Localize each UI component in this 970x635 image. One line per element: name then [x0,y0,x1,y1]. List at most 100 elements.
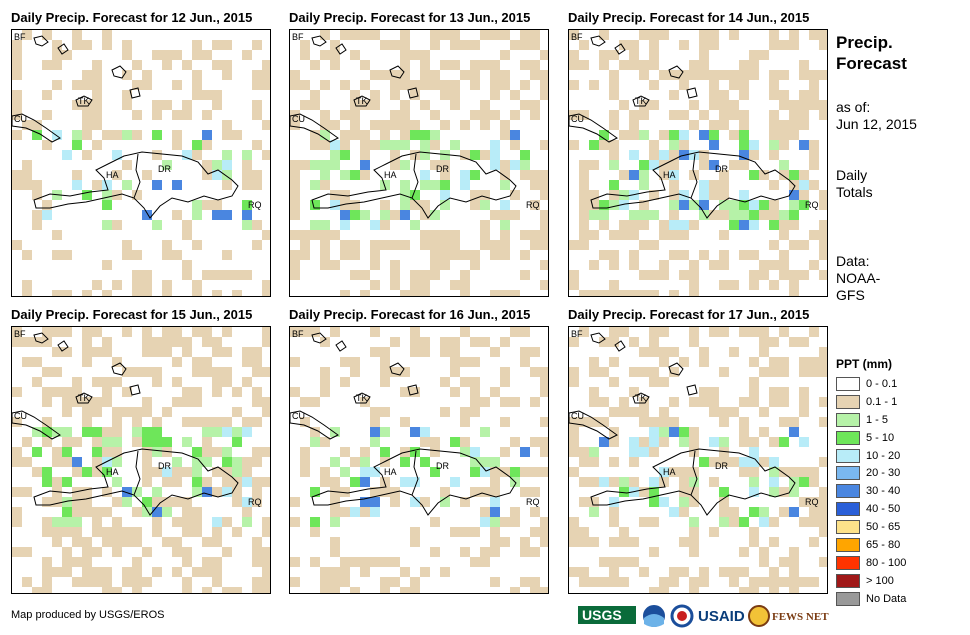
precip-cell [370,220,380,230]
precip-cell [172,357,182,367]
precip-cell [579,200,589,210]
precip-cell [679,250,689,260]
precip-cell [679,467,689,477]
precip-cell [769,40,779,50]
precip-cell [769,210,779,220]
precip-cell [290,80,300,90]
precip-cell [759,347,769,357]
precip-cell [360,100,370,110]
precip-cell [172,80,182,90]
precip-cell [102,567,112,577]
precip-cell [779,90,789,100]
precip-cell [192,397,202,407]
precip-cell [182,347,192,357]
precip-cell [262,120,270,130]
precip-cell [192,90,202,100]
precip-cell [112,417,122,427]
island-outline [311,35,327,47]
precip-cell [242,477,252,487]
legend-item: 20 - 30 [836,466,900,482]
precip-cell [310,140,320,150]
precip-cell [182,337,192,347]
precip-cell [819,367,827,377]
precip-cell [202,160,212,170]
place-label-dr: DR [715,461,728,471]
precip-cell [490,140,500,150]
noaa-logo [641,603,667,629]
place-label-bf: BF [14,329,26,339]
precip-cell [639,397,649,407]
precip-cell [629,337,639,347]
precip-cell [729,517,739,527]
precip-cell [192,210,202,220]
precip-cell [599,250,609,260]
precip-cell [430,230,440,240]
precip-cell [540,180,548,190]
precip-cell [380,367,390,377]
precip-cell [152,447,162,457]
precip-cell [490,250,500,260]
precip-cell [430,70,440,80]
precip-cell [22,180,32,190]
precip-cell [490,30,500,40]
precip-cell [350,110,360,120]
precip-cell [370,497,380,507]
precip-cell [42,577,52,587]
precip-cell [172,517,182,527]
country-border [411,153,419,199]
island-outline [668,65,684,79]
precip-cell [390,110,400,120]
precip-cell [530,40,540,50]
precip-cell [262,367,270,377]
precip-cell [202,200,212,210]
precip-cell [789,507,799,517]
precip-cell [739,210,749,220]
precip-cell [92,467,102,477]
precip-cell [679,437,689,447]
precip-cell [629,447,639,457]
precip-cell [12,60,22,70]
precip-cell [262,290,270,296]
precip-cell [182,60,192,70]
precip-cell [92,80,102,90]
place-label-rq: RQ [526,200,540,210]
precip-cell [82,337,92,347]
precip-cell [739,250,749,260]
precip-cell [300,230,310,240]
legend-title: PPT (mm) [836,357,893,371]
cuba-outline [569,113,618,143]
legend-label: 10 - 20 [866,449,901,462]
precip-cell [242,497,252,507]
precip-cell [809,327,819,337]
precip-cell [122,40,132,50]
precip-cell [749,250,759,260]
precip-cell [252,577,262,587]
precip-cell [62,547,72,557]
precip-cell [719,90,729,100]
precip-cell [212,487,222,497]
legend-swatch [836,591,860,606]
place-label-cu: CU [292,114,305,124]
precip-cell [679,230,689,240]
island-outline [33,332,49,344]
legend-label: 50 - 65 [866,521,901,534]
precip-cell [719,507,729,517]
precip-cell [340,577,350,587]
precip-cell [629,120,639,130]
precip-cell [500,170,510,180]
precip-cell [540,260,548,270]
precip-cell [132,527,142,537]
precip-cell [12,170,22,180]
precip-cell [739,327,749,337]
precip-cell [232,130,242,140]
precip-cell [202,140,212,150]
precip-cell [262,60,270,70]
precip-cell [390,557,400,567]
precip-cell [609,557,619,567]
precip-cell [500,210,510,220]
precip-cell [649,100,659,110]
precip-cell [490,80,500,90]
precip-cell [689,577,699,587]
precip-cell [290,210,300,220]
precip-cell [340,80,350,90]
